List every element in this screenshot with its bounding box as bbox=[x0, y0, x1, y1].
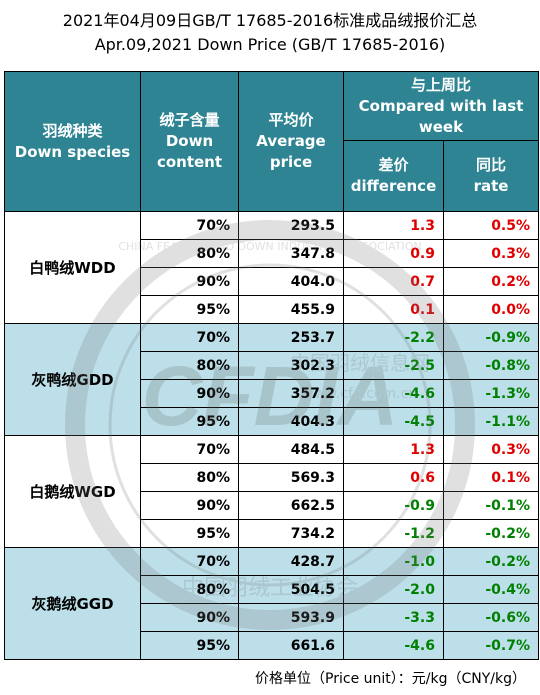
price-cell: 734.2 bbox=[238, 519, 344, 548]
price-cell: 302.3 bbox=[238, 351, 344, 380]
header-species: 羽绒种类 Down species bbox=[4, 71, 141, 212]
price-unit-note: 价格单位（Price unit）：元/kg（CNY/kg） bbox=[255, 671, 526, 687]
rate-cell: -0.7% bbox=[442, 631, 540, 660]
table-row: 80% 347.8 0.9 0.3% bbox=[5, 239, 540, 268]
price-cell: 293.5 bbox=[238, 211, 344, 240]
difference-cell: -1.2 bbox=[343, 519, 444, 548]
content-cell: 95% bbox=[140, 519, 239, 548]
header-difference: 差价 difference bbox=[343, 140, 444, 212]
difference-cell: -4.6 bbox=[343, 379, 444, 408]
rate-cell: -0.9% bbox=[442, 323, 540, 352]
species-cell: 灰鹅绒GGD bbox=[4, 547, 141, 660]
table-row: 灰鹅绒GGD 70% 428.7 -1.0 -0.2% bbox=[4, 547, 540, 660]
rate-cell: -1.3% bbox=[442, 379, 540, 408]
content-cell: 90% bbox=[140, 267, 239, 296]
price-cell: 404.0 bbox=[238, 267, 344, 296]
price-cell: 661.6 bbox=[238, 631, 344, 660]
rate-cell: -0.1% bbox=[442, 491, 540, 520]
rate-cell: 0.0% bbox=[442, 295, 540, 324]
species-cell: 白鸭绒WDD bbox=[4, 211, 141, 324]
species-cell: 灰鸭绒GDD bbox=[4, 323, 141, 436]
difference-cell: -4.5 bbox=[343, 407, 444, 436]
content-cell: 90% bbox=[140, 379, 239, 408]
price-cell: 484.5 bbox=[238, 435, 344, 464]
rate-cell: 0.1% bbox=[442, 463, 540, 492]
content-cell: 80% bbox=[140, 463, 239, 492]
table-row: 90% 357.2 -4.6 -1.3% bbox=[5, 379, 540, 408]
table-row: 95% 661.6 -4.6 -0.7% bbox=[5, 631, 540, 660]
difference-cell: -1.0 bbox=[343, 547, 444, 576]
difference-cell: -2.5 bbox=[343, 351, 444, 380]
difference-cell: 0.6 bbox=[343, 463, 444, 492]
rate-cell: 0.2% bbox=[442, 267, 540, 296]
difference-cell: 0.9 bbox=[343, 239, 444, 268]
price-cell: 593.9 bbox=[238, 603, 344, 632]
content-cell: 95% bbox=[140, 631, 239, 660]
content-cell: 90% bbox=[140, 603, 239, 632]
header-compare: 与上周比 Compared with last week bbox=[342, 71, 540, 141]
table-row: 白鹅绒WGD 70% 484.5 1.3 0.3% bbox=[4, 435, 540, 548]
content-cell: 95% bbox=[140, 407, 239, 436]
price-cell: 404.3 bbox=[238, 407, 344, 436]
table-row: 80% 302.3 -2.5 -0.8% bbox=[5, 351, 540, 380]
content-cell: 80% bbox=[140, 351, 239, 380]
rate-cell: -1.1% bbox=[442, 407, 540, 436]
difference-cell: -2.0 bbox=[343, 575, 444, 604]
title-english: Apr.09,2021 Down Price (GB/T 17685-2016) bbox=[94, 35, 446, 54]
table-row: 灰鸭绒GDD 70% 253.7 -2.2 -0.9% bbox=[4, 323, 540, 436]
difference-cell: -0.9 bbox=[343, 491, 444, 520]
content-cell: 70% bbox=[140, 435, 239, 464]
rate-cell: 0.5% bbox=[442, 211, 540, 240]
price-cell: 347.8 bbox=[238, 239, 344, 268]
content-cell: 90% bbox=[140, 491, 239, 520]
table-row: 80% 569.3 0.6 0.1% bbox=[5, 463, 540, 492]
difference-cell: -2.2 bbox=[343, 323, 444, 352]
content-cell: 70% bbox=[140, 211, 239, 240]
content-cell: 95% bbox=[140, 295, 239, 324]
price-cell: 662.5 bbox=[238, 491, 344, 520]
price-cell: 428.7 bbox=[238, 547, 344, 576]
content-cell: 80% bbox=[140, 575, 239, 604]
price-cell: 569.3 bbox=[238, 463, 344, 492]
price-cell: 455.9 bbox=[238, 295, 344, 324]
rate-cell: 0.3% bbox=[442, 435, 540, 464]
difference-cell: -3.3 bbox=[343, 603, 444, 632]
difference-cell: -4.6 bbox=[343, 631, 444, 660]
content-cell: 70% bbox=[140, 323, 239, 352]
rate-cell: -0.4% bbox=[442, 575, 540, 604]
header-price: 平均价 Average price bbox=[238, 71, 344, 212]
price-cell: 357.2 bbox=[238, 379, 344, 408]
rate-cell: -0.2% bbox=[442, 547, 540, 576]
table-row: 80% 504.5 -2.0 -0.4% bbox=[5, 575, 540, 604]
difference-cell: 0.1 bbox=[343, 295, 444, 324]
price-table: 羽绒种类 Down species 绒子含量 Down content 平均价 Aver… bbox=[4, 71, 540, 660]
rate-cell: -0.6% bbox=[442, 603, 540, 632]
difference-cell: 1.3 bbox=[343, 435, 444, 464]
header-rate: 同比 rate bbox=[442, 140, 540, 212]
rate-cell: -0.8% bbox=[442, 351, 540, 380]
content-cell: 80% bbox=[140, 239, 239, 268]
rate-cell: -0.2% bbox=[442, 519, 540, 548]
table-row: 白鸭绒WDD 70% 293.5 1.3 0.5% bbox=[4, 211, 540, 324]
difference-cell: 0.7 bbox=[343, 267, 444, 296]
price-cell: 253.7 bbox=[238, 323, 344, 352]
table-row: 90% 593.9 -3.3 -0.6% bbox=[5, 603, 540, 632]
rate-cell: 0.3% bbox=[442, 239, 540, 268]
price-cell: 504.5 bbox=[238, 575, 344, 604]
table-row: 95% 455.9 0.1 0.0% bbox=[5, 295, 540, 324]
difference-cell: 1.3 bbox=[343, 211, 444, 240]
species-cell: 白鹅绒WGD bbox=[4, 435, 141, 548]
header-content: 绒子含量 Down content bbox=[140, 71, 239, 212]
content-cell: 70% bbox=[140, 547, 239, 576]
table-row: 90% 404.0 0.7 0.2% bbox=[5, 267, 540, 296]
title-chinese: 2021年04月09日GB/T 17685-2016标准成品绒报价汇总 bbox=[62, 11, 478, 30]
